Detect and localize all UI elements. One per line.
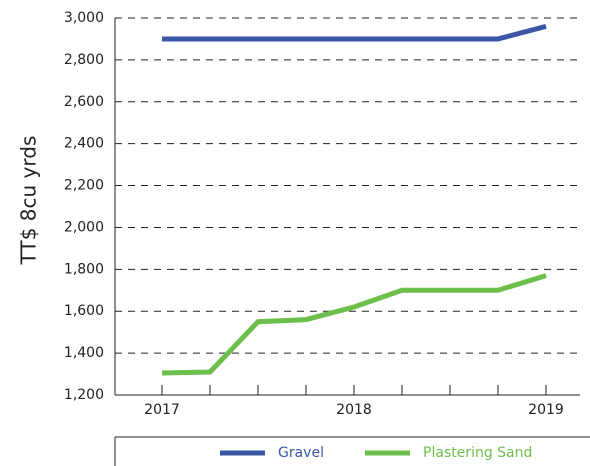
y-tick-label: 2,800: [64, 52, 104, 68]
y-tick-label: 1,800: [64, 261, 104, 277]
x-tick-label: 2017: [144, 402, 180, 418]
y-tick-label: 2,600: [64, 94, 104, 110]
x-tick-label: 2018: [336, 402, 372, 418]
y-tick-label: 1,600: [64, 303, 104, 319]
x-tick-label: 2019: [528, 402, 564, 418]
y-tick-label: 2,200: [64, 178, 104, 194]
series-line: [161, 273, 547, 376]
y-axis-label: TT$ 8cu yrds: [17, 136, 41, 266]
series-line: [162, 23, 547, 42]
legend-label: Gravel: [278, 445, 324, 461]
y-tick-label: 1,200: [64, 387, 104, 403]
y-tick-label: 1,400: [64, 345, 104, 361]
y-tick-label: 3,000: [64, 10, 104, 26]
legend-label: Plastering Sand: [423, 445, 532, 461]
y-tick-label: 2,400: [64, 136, 104, 152]
y-tick-label: 2,000: [64, 219, 104, 235]
